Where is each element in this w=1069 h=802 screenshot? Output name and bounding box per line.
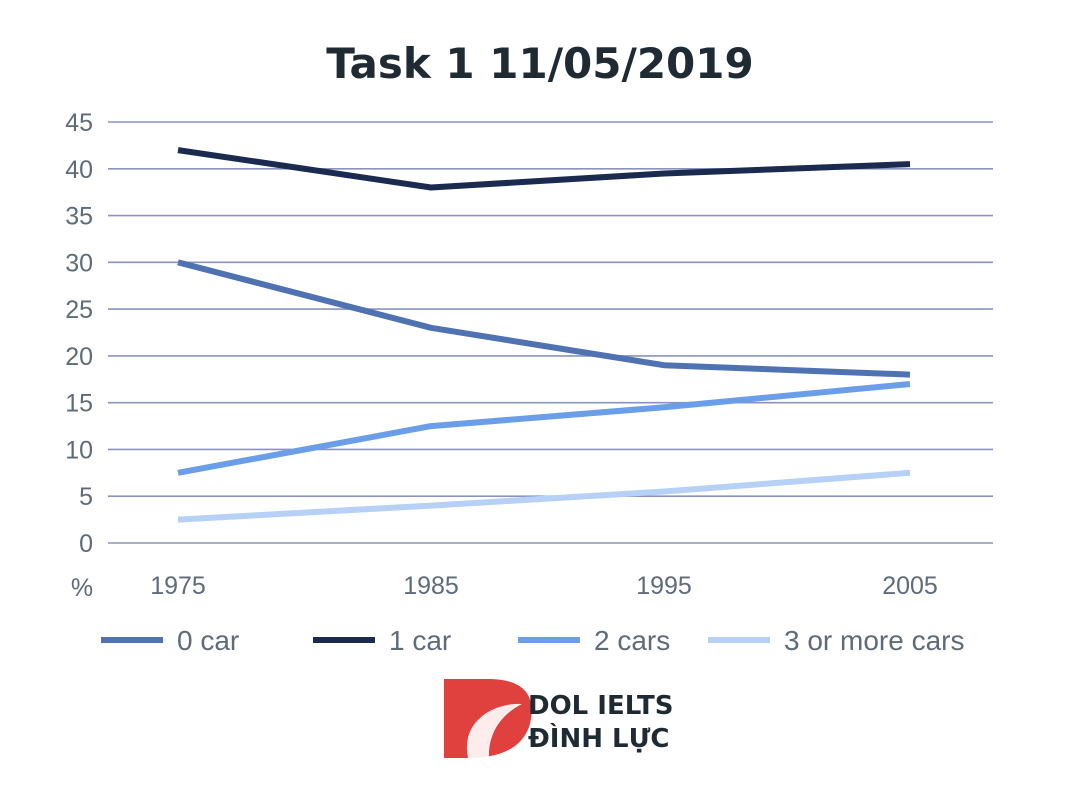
y-tick-label: 45: [65, 109, 93, 137]
series-lines: [177, 147, 911, 523]
legend-label: 2 cars: [594, 625, 670, 656]
x-tick-label: 1985: [403, 572, 459, 600]
x-tick-label: 1975: [150, 572, 206, 600]
y-tick-label: 15: [65, 390, 93, 418]
y-tick-label: 35: [65, 203, 93, 231]
y-tick-label: 25: [65, 296, 93, 324]
series-line-3-or-more-cars: [177, 469, 911, 523]
x-tick-label: 2005: [882, 572, 938, 600]
y-axis-unit-label: %: [71, 574, 93, 602]
legend-label: 3 or more cars: [784, 625, 965, 656]
brand-name-line2: ĐÌNH LỰC: [528, 722, 669, 754]
legend: 0 car 1 car 2 cars 3 or more cars: [101, 625, 965, 656]
grid-lines: [108, 121, 993, 544]
series-line-2-cars: [177, 381, 911, 476]
series-line-1-car: [177, 147, 911, 191]
y-tick-label: 20: [65, 343, 93, 371]
y-tick-label: 5: [79, 483, 93, 511]
x-tick-labels: 1975 1985 1995 2005: [150, 572, 938, 600]
y-tick-label: 40: [65, 156, 93, 184]
chart-title: Task 1 11/05/2019: [326, 39, 753, 88]
brand-name-line1: DOL IELTS: [528, 691, 673, 721]
legend-label: 0 car: [177, 625, 239, 656]
y-tick-label: 30: [65, 249, 93, 277]
x-tick-label: 1995: [636, 572, 692, 600]
y-tick-labels: 0 5 10 15 20 25 30 35 40 45: [65, 109, 93, 558]
series-line-0-car: [177, 259, 911, 378]
y-tick-label: 0: [79, 530, 93, 558]
legend-label: 1 car: [389, 625, 451, 656]
y-tick-label: 10: [65, 436, 93, 464]
dol-logo-icon: [444, 679, 532, 758]
